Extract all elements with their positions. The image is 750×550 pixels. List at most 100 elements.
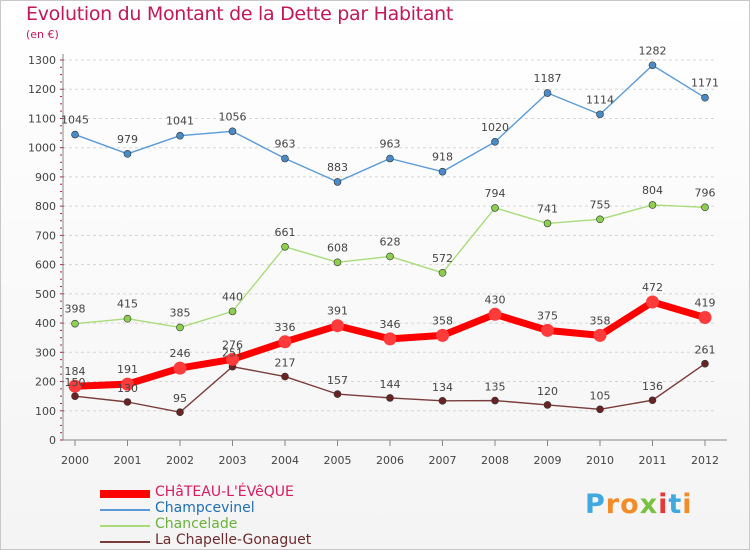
x-tick-label: 2004 (271, 454, 299, 467)
legend-swatch (100, 509, 150, 511)
y-tick-label: 900 (35, 171, 56, 184)
data-point (71, 319, 79, 328)
data-label: 95 (173, 392, 187, 405)
data-label: 1020 (481, 121, 509, 134)
data-point (491, 396, 499, 405)
logo-letter: o (620, 489, 640, 520)
data-label: 276 (222, 338, 243, 351)
data-point (228, 127, 237, 136)
data-label: 430 (485, 293, 506, 306)
data-label: 135 (485, 381, 506, 394)
y-tick-label: 300 (35, 346, 56, 359)
x-tick-label: 2006 (376, 454, 404, 467)
data-point (701, 359, 709, 368)
data-label: 628 (380, 235, 401, 248)
data-label: 755 (590, 198, 611, 211)
legend-label: Chancelade (155, 516, 238, 532)
x-tick-label: 2001 (114, 454, 142, 467)
data-point (593, 328, 607, 342)
x-tick-label: 2007 (429, 454, 457, 467)
data-label: 419 (695, 297, 716, 310)
data-label: 336 (275, 321, 296, 334)
y-tick-label: 0 (49, 434, 56, 447)
data-point (701, 93, 709, 102)
data-label: 1056 (219, 110, 247, 123)
data-point (648, 201, 657, 209)
data-point (386, 252, 394, 261)
y-tick-label: 400 (35, 317, 56, 330)
data-label: 261 (695, 344, 716, 357)
data-label: 246 (170, 347, 191, 360)
legend-swatch (100, 541, 150, 543)
data-label: 415 (117, 298, 138, 311)
data-point (541, 323, 554, 337)
data-label: 440 (222, 290, 243, 303)
data-label: 979 (117, 133, 138, 146)
data-point (698, 311, 712, 325)
data-point (648, 396, 657, 405)
data-point (121, 377, 134, 391)
y-tick-label: 200 (35, 376, 56, 389)
y-tick-label: 1200 (28, 83, 56, 96)
y-tick-label: 500 (35, 288, 56, 301)
data-point (648, 61, 657, 70)
data-point (281, 372, 289, 381)
y-tick-label: 700 (35, 229, 56, 242)
legend-swatch (100, 525, 150, 527)
data-point (646, 295, 659, 309)
data-point (226, 352, 239, 366)
y-tick-label: 1100 (28, 112, 56, 125)
data-point (596, 215, 604, 224)
chart-unit: (en €) (26, 28, 59, 41)
data-label: 191 (117, 363, 138, 376)
data-label: 134 (432, 381, 453, 394)
data-point (383, 332, 397, 346)
data-label: 130 (117, 382, 138, 395)
data-label: 398 (65, 303, 86, 316)
data-point (386, 394, 394, 402)
data-point (488, 307, 502, 321)
data-point (438, 397, 447, 405)
logo-letter: r (605, 489, 621, 520)
logo-letter: i (682, 489, 693, 520)
data-label: 157 (327, 374, 348, 387)
data-point (596, 110, 604, 119)
data-point (71, 392, 79, 400)
logo-letter: x (639, 489, 659, 520)
x-tick-label: 2008 (481, 454, 509, 467)
data-point (701, 203, 709, 212)
data-label: 105 (590, 389, 611, 402)
legend-label: La Chapelle-Gonaguet (155, 532, 312, 548)
data-label: 144 (380, 378, 401, 391)
data-point (491, 138, 499, 146)
data-label: 804 (642, 184, 663, 197)
data-point (491, 204, 499, 212)
data-point (281, 154, 289, 163)
data-point (173, 361, 187, 375)
data-point (331, 319, 344, 333)
legend-label: CHâTEAU-L'ÉVêQUE (155, 484, 294, 500)
data-label: 794 (485, 187, 506, 200)
data-label: 1045 (61, 114, 89, 127)
data-label: 251 (222, 347, 243, 360)
y-tick-label: 800 (35, 200, 56, 213)
data-point (438, 268, 447, 277)
data-label: 120 (537, 385, 558, 398)
data-label: 1187 (534, 72, 562, 85)
x-tick-label: 2005 (324, 454, 352, 467)
data-label: 741 (537, 202, 558, 215)
legend-label: Champcevinel (155, 500, 255, 516)
data-point (176, 131, 184, 140)
data-label: 661 (275, 226, 296, 239)
y-tick-label: 1000 (28, 142, 56, 155)
data-label: 358 (432, 314, 453, 327)
data-label: 796 (695, 186, 716, 199)
data-label: 1041 (166, 115, 194, 128)
x-tick-label: 2010 (586, 454, 614, 467)
x-tick-label: 2012 (691, 454, 719, 467)
data-label: 346 (380, 318, 401, 331)
data-label: 572 (432, 252, 453, 265)
data-point (596, 405, 604, 414)
data-label: 1282 (639, 44, 667, 57)
y-tick-label: 100 (35, 405, 56, 418)
